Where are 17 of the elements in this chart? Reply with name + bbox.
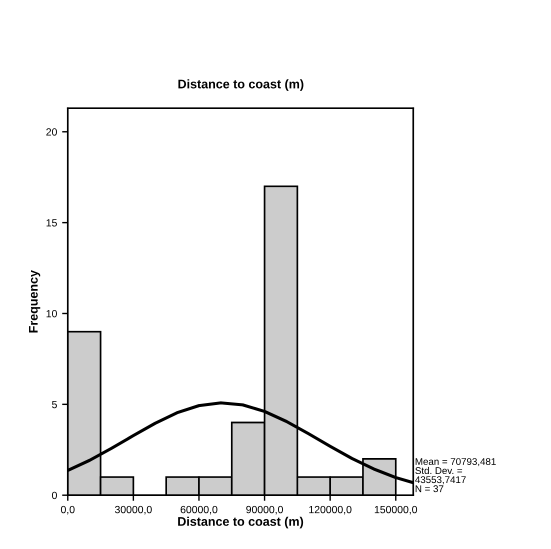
text: Std. Dev. = 43553,7417: [415, 466, 466, 484]
x-axis-title: Distance to coast (m): [178, 516, 304, 528]
chart-title: Distance to coast (m): [178, 79, 304, 91]
x-tick-label: 30000,0: [114, 506, 152, 514]
x-tick-label: 0,0: [60, 506, 75, 514]
y-axis-title: Frequency: [29, 270, 40, 332]
x-tick-label: 60000,0: [180, 506, 218, 514]
y-tick-label: 15: [46, 219, 57, 227]
x-tick-label: 120000,0: [309, 506, 352, 514]
x-tick-label: 150000,0: [374, 506, 418, 514]
y-tick-label: 5: [52, 400, 57, 408]
y-tick-label: 0: [52, 492, 57, 500]
x-tick-label: 90000,0: [246, 506, 283, 514]
text: N = 37: [416, 485, 444, 492]
y-tick-label: 20: [46, 128, 57, 136]
y-tick-label: 10: [46, 310, 57, 318]
text: Mean = 70793,481: [416, 458, 496, 466]
